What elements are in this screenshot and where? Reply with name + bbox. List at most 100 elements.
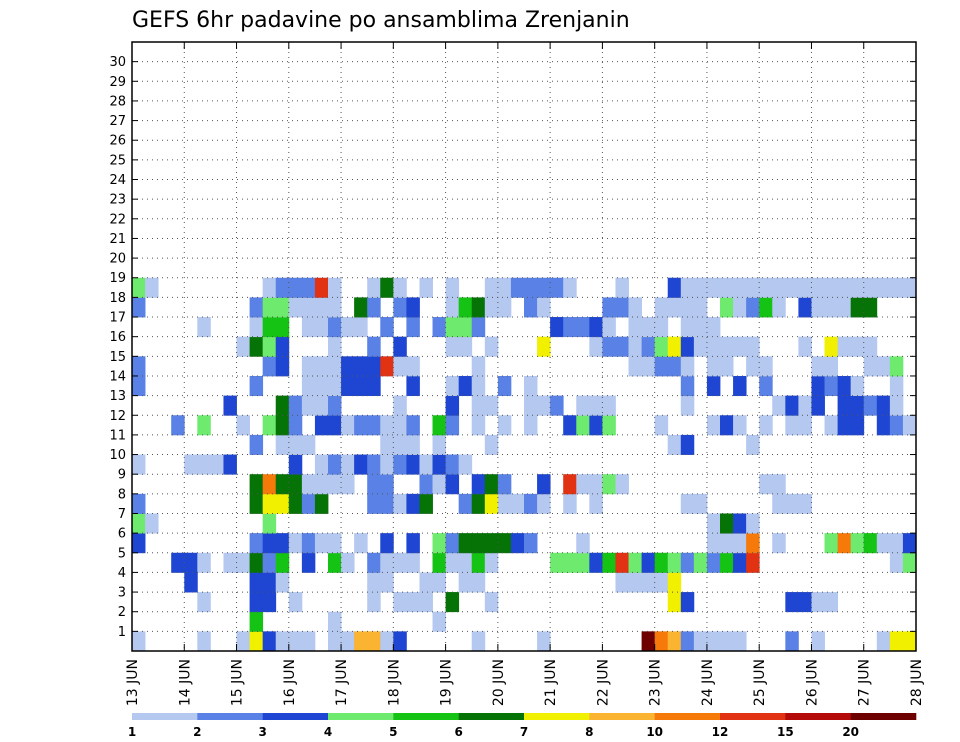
heatmap-cell	[876, 356, 891, 377]
heatmap-cell	[497, 533, 512, 554]
heatmap-cell	[262, 631, 277, 652]
heatmap-cell	[654, 631, 669, 652]
y-tick-label: 24	[109, 173, 126, 188]
heatmap-cell	[798, 395, 812, 416]
heatmap-cell	[275, 552, 290, 573]
heatmap-cell	[759, 297, 773, 318]
heatmap-cell	[393, 415, 407, 436]
heatmap-cell	[471, 415, 486, 436]
heatmap-cell	[654, 317, 669, 338]
heatmap-cell	[341, 454, 355, 475]
legend-swatch	[720, 713, 786, 720]
legend-swatch	[654, 713, 721, 720]
heatmap-cell	[301, 474, 316, 495]
y-tick-label: 11	[109, 428, 126, 443]
heatmap-cell	[341, 631, 355, 652]
heatmap-cell	[262, 297, 277, 318]
heatmap-cell	[471, 533, 486, 554]
heatmap-cell	[706, 415, 721, 436]
heatmap-cell	[445, 375, 460, 397]
heatmap-cell	[367, 375, 381, 397]
heatmap-cell	[432, 552, 446, 573]
heatmap-cell	[262, 552, 277, 573]
heatmap-cell	[380, 572, 394, 593]
heatmap-cell	[680, 277, 695, 298]
heatmap-cell	[537, 395, 551, 416]
heatmap-cell	[471, 493, 486, 514]
heatmap-cell	[785, 277, 799, 298]
heatmap-cell	[889, 552, 904, 573]
y-tick-label: 17	[109, 311, 126, 326]
heatmap-cell	[667, 434, 682, 455]
heatmap-cell	[772, 395, 786, 416]
legend-swatch	[589, 713, 655, 720]
heatmap-cell	[380, 356, 394, 377]
heatmap-cell	[406, 317, 420, 338]
heatmap-cell	[484, 395, 499, 416]
heatmap-cell	[628, 317, 642, 338]
heatmap-cell	[680, 336, 695, 357]
heatmap-cell	[680, 375, 695, 397]
heatmap-cell	[301, 356, 316, 377]
heatmap-cell	[889, 277, 904, 298]
heatmap-cell	[406, 375, 420, 397]
heatmap-cell	[432, 474, 446, 495]
heatmap-cell	[889, 631, 904, 652]
heatmap-cell	[667, 592, 682, 613]
heatmap-cell	[497, 297, 512, 318]
heatmap-cell	[720, 356, 734, 377]
heatmap-cell	[680, 493, 695, 514]
heatmap-cell	[380, 454, 394, 475]
y-tick-label: 25	[109, 153, 126, 168]
heatmap-cell	[746, 434, 760, 455]
heatmap-cell	[837, 533, 852, 554]
heatmap-cell	[641, 552, 656, 573]
heatmap-cell	[249, 552, 264, 573]
heatmap-cell	[654, 572, 669, 593]
heatmap-cell	[132, 375, 146, 397]
heatmap-cell	[876, 415, 891, 436]
heatmap-cell	[445, 592, 460, 613]
heatmap-cell	[563, 277, 577, 298]
legend-swatch	[262, 713, 329, 720]
heatmap-cell	[275, 317, 290, 338]
heatmap-cell	[785, 631, 799, 652]
heatmap-cell	[393, 631, 407, 652]
heatmap-cell	[680, 434, 695, 455]
heatmap-cell	[537, 336, 551, 357]
heatmap-cell	[328, 454, 342, 475]
heatmap-cell	[288, 454, 303, 475]
heatmap-cell	[550, 395, 564, 416]
heatmap-cell	[341, 356, 355, 377]
heatmap-cell	[759, 375, 773, 397]
legend-swatch	[785, 713, 851, 720]
heatmap-cell	[471, 474, 486, 495]
heatmap-cell	[380, 552, 394, 573]
y-tick-label: 20	[109, 252, 126, 267]
heatmap-cell	[510, 493, 525, 514]
heatmap-cell	[393, 592, 407, 613]
heatmap-cell	[132, 297, 146, 318]
heatmap-cell	[471, 572, 486, 593]
heatmap-cell	[275, 395, 290, 416]
heatmap-cell	[706, 277, 721, 298]
heatmap-cell	[367, 592, 381, 613]
heatmap-cell	[354, 297, 368, 318]
heatmap-cell	[406, 493, 420, 514]
chart-title: GEFS 6hr padavine po ansamblima Zrenjani…	[132, 8, 630, 33]
y-tick-label: 12	[109, 409, 126, 424]
heatmap-cell	[328, 631, 342, 652]
heatmap-cell	[680, 592, 695, 613]
heatmap-cell	[458, 375, 473, 397]
heatmap-cell	[628, 336, 642, 357]
heatmap-cell	[589, 493, 603, 514]
heatmap-cell	[419, 572, 433, 593]
heatmap-cell	[524, 297, 538, 318]
heatmap-cell	[249, 375, 264, 397]
heatmap-cell	[733, 552, 747, 573]
heatmap-cell	[628, 552, 642, 573]
legend-swatch	[132, 713, 198, 720]
heatmap-cell	[785, 493, 799, 514]
legend-label: 10	[646, 725, 663, 739]
